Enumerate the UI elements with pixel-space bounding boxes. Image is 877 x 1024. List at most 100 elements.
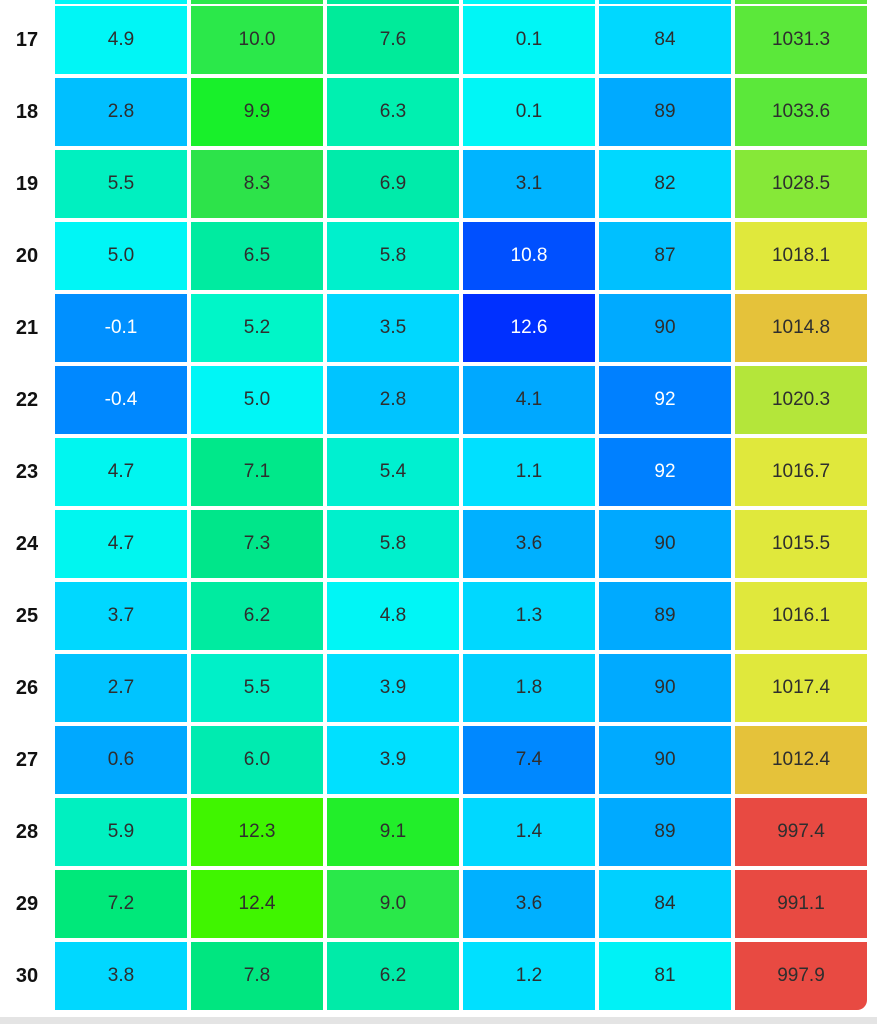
table-cell: 1.3 [463,582,595,650]
table-cell: 84 [599,6,731,74]
table-cell: 10.0 [191,6,323,74]
table-cell: 2.7 [55,654,187,722]
table-cell: 90 [599,294,731,362]
table-cell: 6.5 [191,222,323,290]
table-cell: 9.9 [191,78,323,146]
table-cell: 3.1 [463,150,595,218]
table-cell: -0.1 [55,294,187,362]
table-row: 27 0.6 6.0 3.9 7.4 90 1012.4 [0,726,877,794]
table-row: 22 -0.4 5.0 2.8 4.1 92 1020.3 [0,366,877,434]
table-row: 20 5.0 6.5 5.8 10.8 87 1018.1 [0,222,877,290]
row-day-label: 28 [15,821,39,843]
table-cell: 6.2 [327,942,459,1010]
table-cell: 5.0 [191,366,323,434]
previous-row-cell-edge [327,0,459,4]
table-row: 21 -0.1 5.2 3.5 12.6 90 1014.8 [0,294,877,362]
table-cell: 991.1 [735,870,867,938]
table-cell: 82 [599,150,731,218]
table-cell: 0.1 [463,6,595,74]
row-day-label: 22 [15,389,39,411]
table-row: 30 3.8 7.8 6.2 1.2 81 997.9 [0,942,877,1010]
table-cell: 81 [599,942,731,1010]
table-cell: 90 [599,510,731,578]
table-cell: 1020.3 [735,366,867,434]
table-cell: 5.2 [191,294,323,362]
table-row: 17 4.9 10.0 7.6 0.1 84 1031.3 [0,6,877,74]
table-cell: 2.8 [55,78,187,146]
row-day-label: 29 [15,893,39,915]
previous-row-cell-edge [463,0,595,4]
table-row: 23 4.7 7.1 5.4 1.1 92 1016.7 [0,438,877,506]
table-cell: 12.3 [191,798,323,866]
table-cell: 7.1 [191,438,323,506]
table-cell: 1017.4 [735,654,867,722]
table-cell: 3.9 [327,654,459,722]
table-cell: 4.7 [55,510,187,578]
previous-row-cell-edge [735,0,867,4]
row-day-label: 26 [15,677,39,699]
table-cell: 6.9 [327,150,459,218]
table-cell: 5.8 [327,510,459,578]
previous-row-cell-edge [599,0,731,4]
table-cell: 10.8 [463,222,595,290]
table-cell: 3.8 [55,942,187,1010]
table-cell: 9.0 [327,870,459,938]
row-day-label: 25 [15,605,39,627]
table-cell: 9.1 [327,798,459,866]
table-row: 25 3.7 6.2 4.8 1.3 89 1016.1 [0,582,877,650]
table-cell: 7.6 [327,6,459,74]
table-cell: 7.4 [463,726,595,794]
table-cell: 92 [599,438,731,506]
table-cell: 997.9 [735,942,867,1010]
table-cell: 5.4 [327,438,459,506]
page-bottom-bar [0,1017,877,1024]
table-cell: 3.6 [463,870,595,938]
table-cell: 1014.8 [735,294,867,362]
table-cell: 89 [599,78,731,146]
table-row: 18 2.8 9.9 6.3 0.1 89 1033.6 [0,78,877,146]
table-cell: 4.9 [55,6,187,74]
table-cell: 89 [599,582,731,650]
table-cell: 84 [599,870,731,938]
table-cell: 0.6 [55,726,187,794]
table-cell: 7.3 [191,510,323,578]
table-cell: 4.8 [327,582,459,650]
row-day-label: 30 [15,965,39,987]
row-day-label: 17 [15,29,39,51]
table-cell: 1028.5 [735,150,867,218]
table-cell: 3.6 [463,510,595,578]
table-cell: 5.9 [55,798,187,866]
row-day-label: 20 [15,245,39,267]
table-cell: 4.1 [463,366,595,434]
table-cell: 1031.3 [735,6,867,74]
table-cell: 90 [599,726,731,794]
table-cell: 5.5 [191,654,323,722]
table-cell: 12.6 [463,294,595,362]
row-day-label: 24 [15,533,39,555]
table-cell: 1033.6 [735,78,867,146]
table-cell: 5.8 [327,222,459,290]
table-cell: 7.2 [55,870,187,938]
table-cell: 7.8 [191,942,323,1010]
row-day-label: 18 [15,101,39,123]
row-day-label: 27 [15,749,39,771]
table-cell: 0.1 [463,78,595,146]
table-cell: 8.3 [191,150,323,218]
previous-row-edge [0,0,877,4]
table-cell: -0.4 [55,366,187,434]
table-cell: 6.0 [191,726,323,794]
table-cell: 6.3 [327,78,459,146]
table-cell: 2.8 [327,366,459,434]
table-cell: 1.8 [463,654,595,722]
table-cell: 12.4 [191,870,323,938]
table-row: 28 5.9 12.3 9.1 1.4 89 997.4 [0,798,877,866]
table-cell: 1012.4 [735,726,867,794]
table-cell: 1.4 [463,798,595,866]
table-cell: 1018.1 [735,222,867,290]
table-cell: 3.9 [327,726,459,794]
previous-row-cell-edge [55,0,187,4]
table-cell: 1015.5 [735,510,867,578]
previous-row-cell-edge [191,0,323,4]
table-cell: 997.4 [735,798,867,866]
